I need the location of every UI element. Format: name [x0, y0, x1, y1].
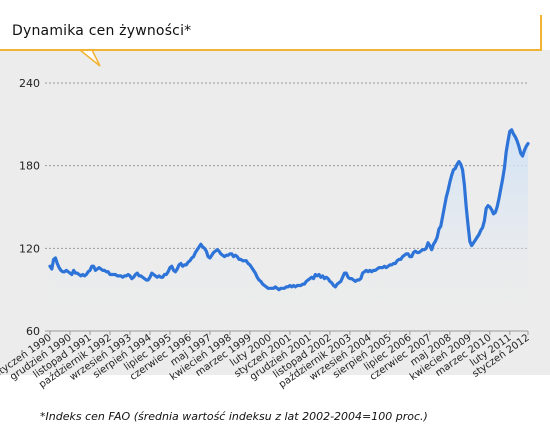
series-line	[48, 128, 530, 292]
y-tick-label: 120	[19, 242, 40, 255]
y-axis-ticks: 60 120 180 240	[19, 77, 40, 338]
y-tick-label: 240	[19, 77, 40, 90]
footnote: *Indeks cen FAO (średnia wartość indeksu…	[40, 410, 428, 423]
title-box: Dynamika cen żywności*	[0, 15, 542, 51]
y-tick-label: 60	[26, 325, 40, 338]
series-area	[50, 129, 528, 331]
area-fill	[50, 129, 528, 331]
y-tick-label: 180	[19, 160, 40, 173]
title-area: Dynamika cen żywności*	[0, 0, 550, 70]
chart-title: Dynamika cen żywności*	[12, 23, 192, 39]
title-pointer	[79, 49, 101, 67]
series-line-path	[48, 128, 530, 292]
